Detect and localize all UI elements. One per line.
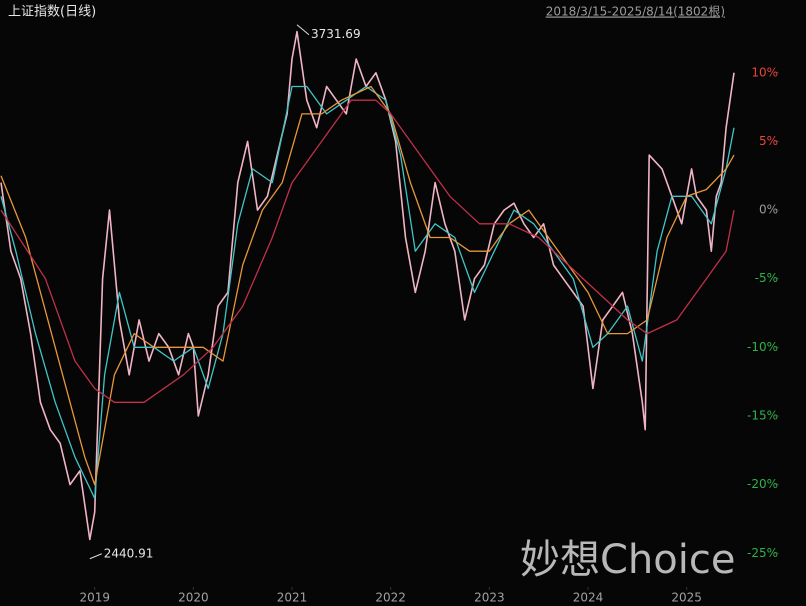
series-line [0, 30, 735, 541]
x-tick-label: 2025 [671, 591, 702, 605]
y-tick-label: 0% [759, 203, 778, 217]
annotation: 2440.91 [104, 546, 154, 560]
chart-title: 上证指数(日线) [8, 5, 96, 20]
y-tick-label: 5% [759, 134, 778, 148]
plot-area [0, 30, 735, 541]
watermark: 妙想Choice [520, 537, 735, 583]
y-tick-label: -5% [755, 271, 778, 285]
y-tick-label: -25% [747, 546, 778, 560]
y-tick-label: 10% [751, 65, 778, 79]
annotation-arrow [296, 24, 310, 36]
y-tick-label: -15% [747, 408, 778, 422]
x-tick-label: 2020 [178, 591, 209, 605]
date-range[interactable]: 2018/3/15-2025/8/14(1802根) [546, 5, 725, 19]
annotation-arrow [89, 553, 102, 560]
x-tick-label: 2019 [79, 591, 110, 605]
annotation: 3731.69 [311, 27, 361, 41]
series-line [0, 85, 735, 500]
x-tick-label: 2023 [474, 591, 505, 605]
y-tick-label: -20% [747, 477, 778, 491]
x-tick-label: 2022 [375, 591, 406, 605]
y-tick-label: -10% [747, 340, 778, 354]
x-tick-label: 2021 [277, 591, 308, 605]
x-tick-label: 2024 [573, 591, 604, 605]
series-line [0, 99, 735, 403]
